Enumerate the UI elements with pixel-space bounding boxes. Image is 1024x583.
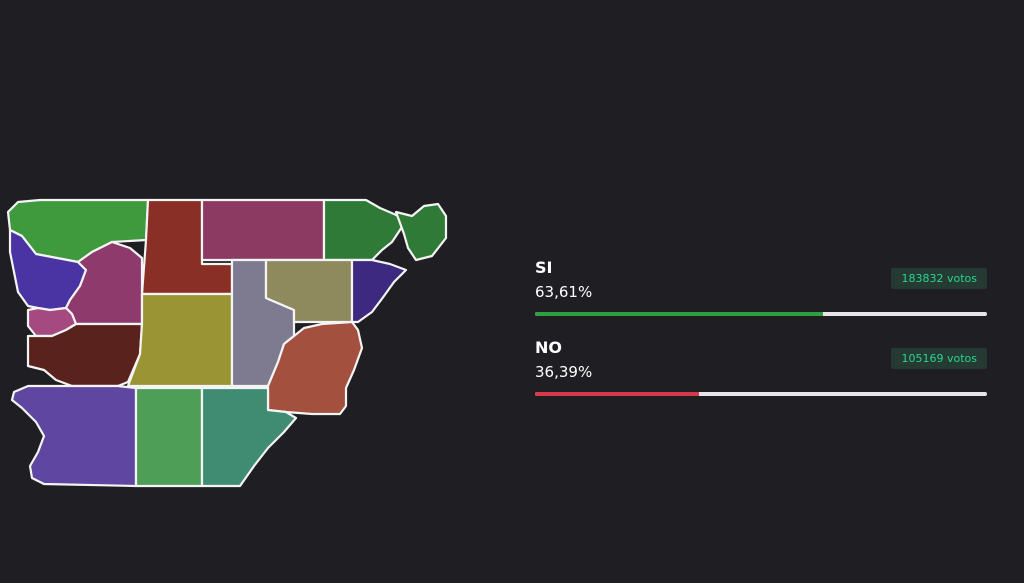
percent-label: 36,39% [535, 363, 593, 381]
percent-label: 63,61% [535, 283, 593, 301]
map-region-n-magenta[interactable] [200, 198, 326, 262]
result-no: NO 36,39% 105169 votos [535, 338, 987, 400]
result-si: SI 63,61% 183832 votos [535, 258, 987, 320]
votes-badge: 105169 votos [891, 348, 987, 369]
progress-fill [535, 312, 823, 316]
map-region-c-olive[interactable] [126, 292, 234, 388]
map-region-ne-green[interactable] [322, 198, 408, 262]
votes-badge: 183832 votos [891, 268, 987, 289]
option-label: SI [535, 258, 553, 277]
map-region-ne-green-tip[interactable] [394, 202, 448, 262]
map-region-s-green[interactable] [134, 386, 204, 488]
map-region-e-indigo[interactable] [350, 258, 408, 324]
regions-map [6, 198, 448, 488]
progress-fill [535, 392, 700, 396]
progress-bar [535, 392, 987, 396]
option-label: NO [535, 338, 562, 357]
map-region-e-terracotta[interactable] [266, 320, 364, 416]
map-region-s-teal[interactable] [200, 386, 298, 488]
progress-bar [535, 312, 987, 316]
map-region-sw-violet[interactable] [10, 384, 138, 488]
